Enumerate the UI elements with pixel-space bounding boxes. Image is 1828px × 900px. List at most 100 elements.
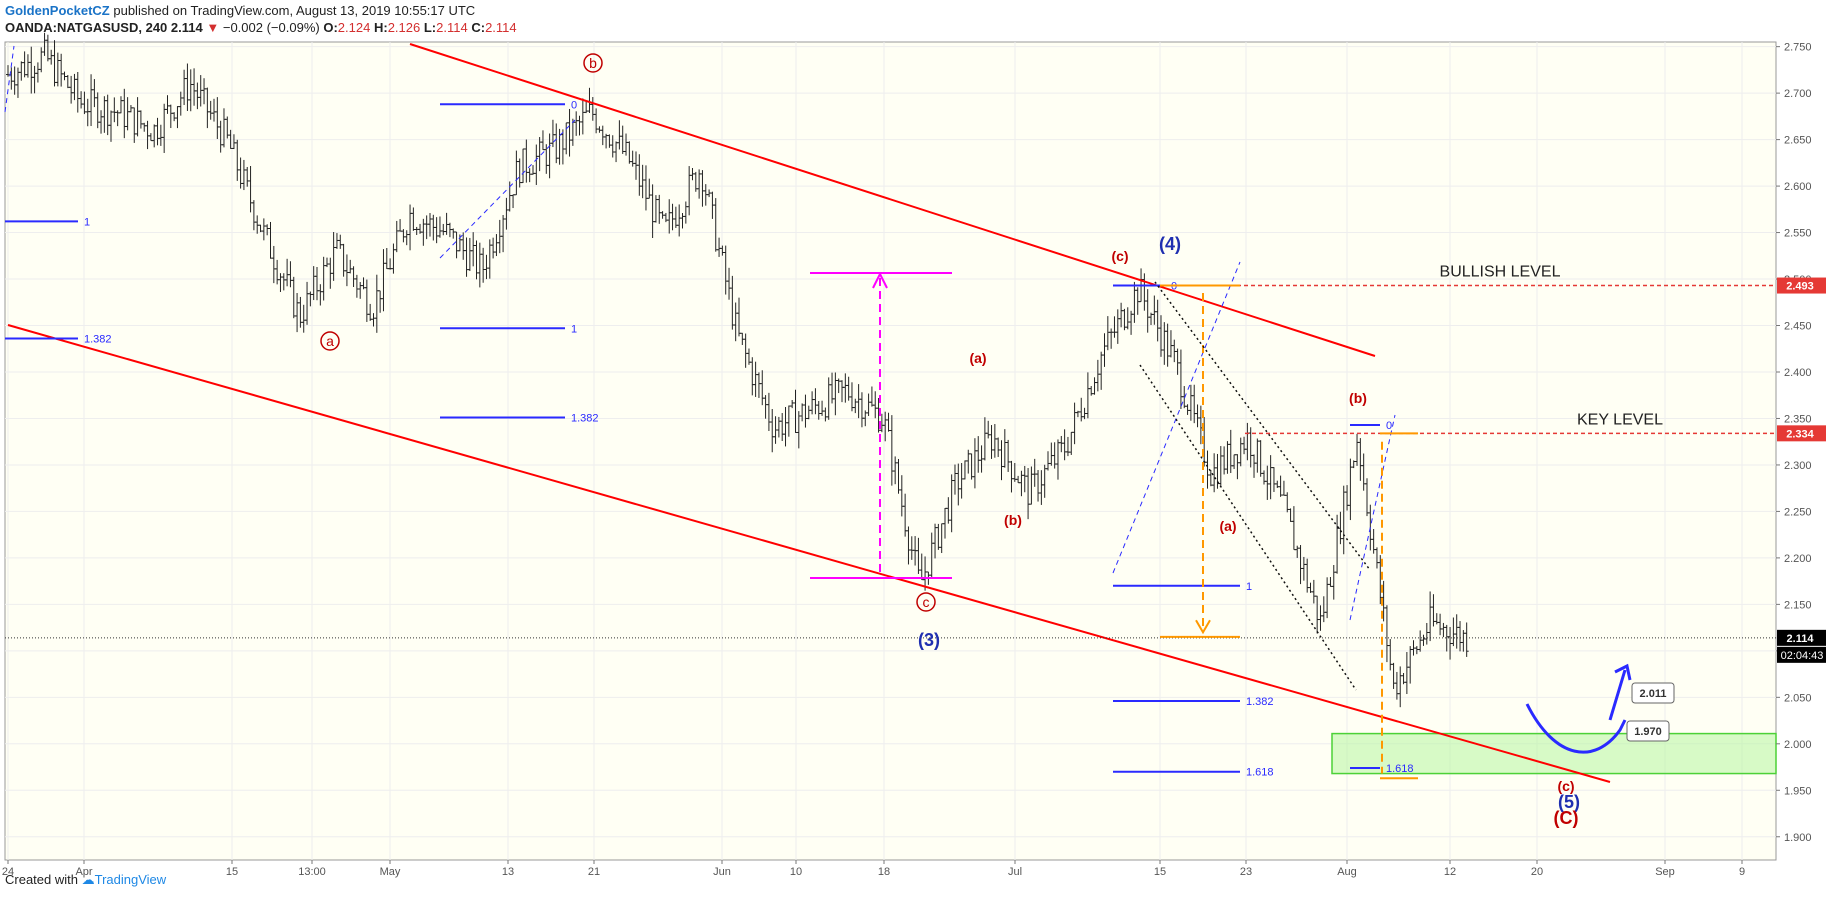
target-callout-box [1631,682,1675,704]
x-tick-label: 10 [790,866,802,878]
projection-curve [1525,703,1627,754]
wave-label-circle [320,331,340,351]
y-tick-label: 2.350 [1784,413,1812,425]
wave-label: c [923,594,930,610]
open-label: O: [323,20,338,35]
x-tick-label: 13 [502,866,514,878]
fib-level-label: 1.382 [571,413,599,425]
tradingview-brand[interactable]: TradingView [94,872,167,887]
down-arrow-icon: ▼ [206,20,220,35]
y-tick-label: 2.600 [1784,181,1812,193]
fib-level-label: 0 [571,99,577,111]
wave-label: a [326,333,334,349]
x-tick-label: 23 [1240,866,1252,878]
y-tick-label: 2.050 [1784,692,1812,704]
low-label: L: [423,20,437,35]
x-tick-label: Sep [1655,866,1675,878]
wave-label: (c) [1557,778,1574,794]
y-tick-label: 2.700 [1784,88,1812,100]
y-tick-label: 2.200 [1784,553,1812,565]
level-label: KEY LEVEL [1577,411,1663,428]
channel-upper-line [409,43,1376,357]
wave-label: (b) [1004,512,1022,528]
y-tick-label: 2.650 [1784,135,1812,147]
axes: 2.7502.7002.6502.6002.5502.5002.4502.400… [2,42,1826,878]
wave-label: (a) [1219,518,1236,534]
wave-label-circle [583,53,603,73]
price-tag-label: 2.334 [1786,428,1814,440]
open-value: 2.124 [337,20,371,35]
x-tick-label: May [380,866,401,878]
price-tag [1777,425,1826,442]
author-link[interactable]: GoldenPocketCZ [5,3,110,18]
wedge-lower-line [1139,364,1357,691]
y-tick-label: 2.550 [1784,228,1812,240]
plot-background [4,41,1777,861]
published-text: published on TradingView.com, August 13,… [109,3,476,18]
fib-connector-line [4,45,15,113]
countdown-label: 02:04:43 [1781,650,1824,662]
y-tick-label: 2.000 [1784,739,1812,751]
low-value: 2.114 [436,20,468,35]
fib-connector-line [1112,261,1241,574]
wave-label-circle [916,592,936,612]
fib-connector-line [1349,414,1396,621]
grid [5,42,1776,860]
fib-level-label: 1.618 [1246,767,1274,779]
y-tick-label: 2.150 [1784,599,1812,611]
target-callout-label: 1.970 [1634,726,1662,738]
x-tick-label: 15 [1154,866,1166,878]
price-tag [1777,277,1826,294]
fib-level-label: 1 [571,323,577,335]
price-tag-label: 2.493 [1786,281,1814,293]
level-label: BULLISH LEVEL [1440,264,1561,281]
x-tick-label: 21 [588,866,600,878]
projection-arrow-head-icon [1614,663,1632,681]
symbol-label: OANDA:NATGASUSD, 240 [5,20,168,35]
annotations: abc(3)(a)(b)(c)(4)(a)(b)(c)(5)(C) [320,53,1580,828]
x-tick-label: 20 [1531,866,1543,878]
orange-arrow-head-icon [1195,619,1211,635]
y-tick-label: 1.950 [1784,785,1812,797]
last-price: 2.114 [170,20,203,35]
high-value: 2.126 [387,20,421,35]
wave-label: (a) [969,350,986,366]
x-tick-label: 18 [878,866,890,878]
fib-level-label: 1 [84,216,90,228]
countdown-tag [1777,646,1826,663]
x-tick-label: 15 [226,866,238,878]
drawings: BULLISH LEVEL KEY LEVEL 1 1.382 1 1.382 0 1 1.38… [4,43,1776,783]
fib-level-label: 1 [1246,581,1252,593]
wave-label: (c) [1111,248,1128,264]
fib-level-label: 0 [1386,420,1392,432]
price-bars [6,32,1469,708]
x-tick-label: Apr [75,866,92,878]
y-tick-label: 2.300 [1784,460,1812,472]
projection-curve-tail [1608,669,1627,721]
x-tick-label: 24 [2,866,14,878]
wave-label: (4) [1159,234,1181,254]
wave-label: (C) [1554,808,1579,828]
x-tick-label: Aug [1337,866,1357,878]
x-tick-label: Jul [1008,866,1022,878]
high-label: H: [373,20,388,35]
wave-label: (5) [1558,792,1580,812]
channel-lower-line [7,324,1611,783]
y-tick-label: 2.450 [1784,321,1812,333]
fib-level-label: 1.382 [1246,696,1274,708]
wave-label: b [589,55,597,71]
close-value: 2.114 [485,20,517,35]
y-tick-label: 2.400 [1784,367,1812,379]
target-callout-label: 2.011 [1640,688,1667,700]
target-callout-box [1626,720,1670,742]
price-tag-label: 2.114 [1787,633,1815,645]
x-tick-label: Jun [713,866,731,878]
wave-label: (b) [1349,390,1367,406]
footer: Created with ☁TradingView [5,872,166,888]
chart-header: GoldenPocketCZ published on TradingView.… [5,2,517,36]
measure-arrow-head-icon [872,271,888,289]
x-tick-label: 13:00 [298,866,326,878]
created-with-text: Created with [5,872,78,887]
x-tick-label: 12 [1444,866,1456,878]
